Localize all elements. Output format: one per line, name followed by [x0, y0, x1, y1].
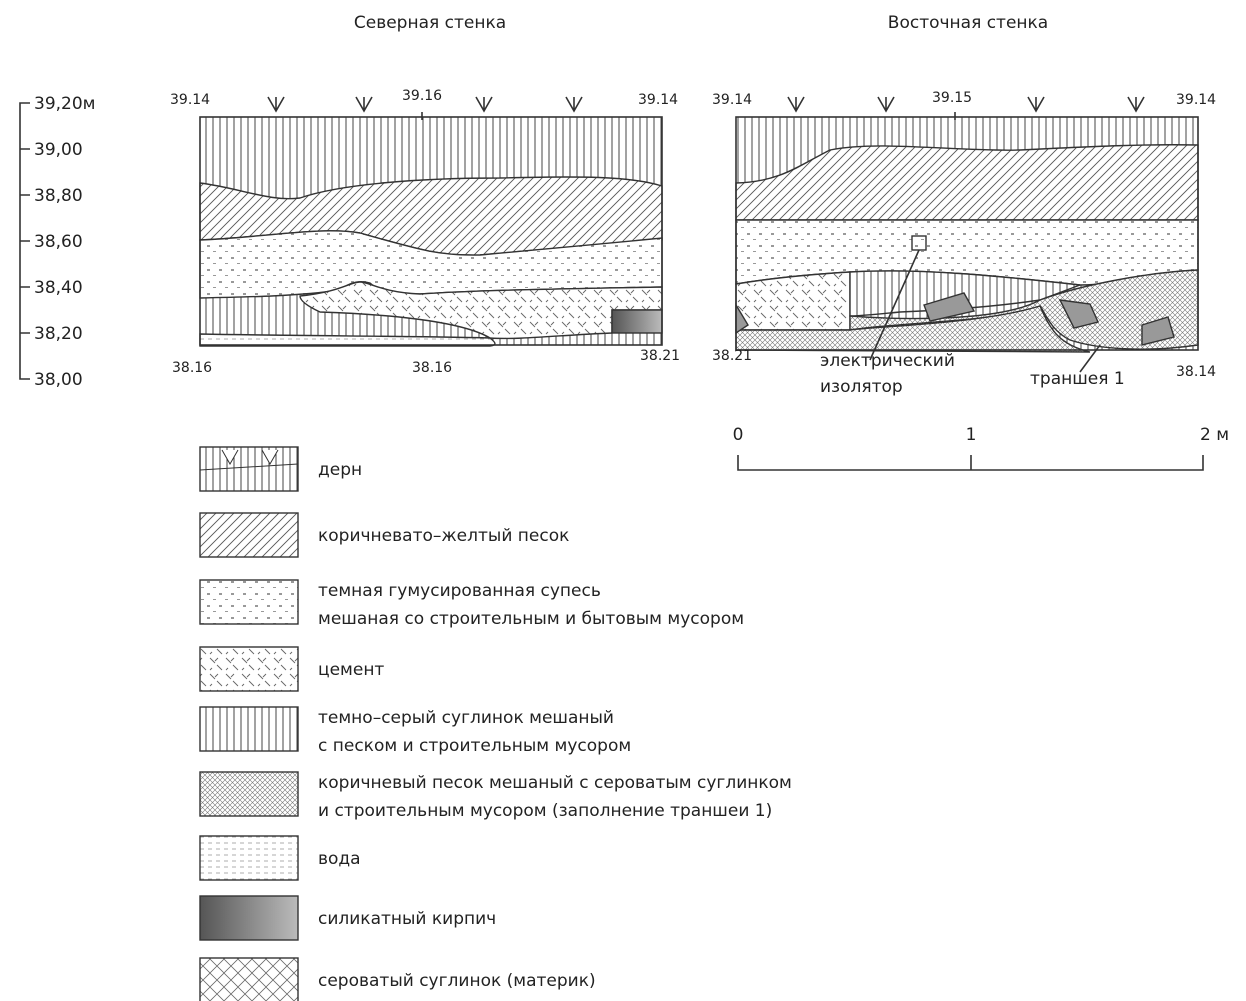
elevation-label: 39.16: [402, 88, 442, 104]
legend-swatch: [199, 646, 299, 692]
elevation-tick-label: 38,40: [34, 278, 83, 298]
legend-label: силикатный кирпич: [318, 909, 496, 929]
legend-swatch: [199, 771, 299, 817]
annotation: электрический: [820, 351, 955, 371]
elevation-label: 38.21: [712, 348, 752, 364]
legend-label: дерн: [318, 460, 362, 480]
elevation-tick-label: 38,80: [34, 186, 83, 206]
sod-symbol: [199, 449, 299, 471]
legend-label: вода: [318, 849, 361, 869]
legend-label: темно–серый суглинок мешаный: [318, 708, 614, 728]
legend-swatch: [199, 835, 299, 881]
north-section: [199, 96, 663, 347]
legend-swatch: [199, 706, 299, 752]
legend-swatch: [199, 579, 299, 625]
legend-label: мешаная со строительным и бытовым мусоро…: [318, 609, 744, 629]
section-title: Северная стенка: [354, 13, 506, 33]
legend-swatch: [199, 957, 299, 1001]
legend-label: и строительным мусором (заполнение транш…: [318, 801, 772, 821]
legend-swatch: [199, 895, 299, 941]
elevation-label: 38.21: [640, 348, 680, 364]
legend-label: сероватый суглинок (материк): [318, 971, 596, 991]
elevation-label: 39.14: [712, 92, 752, 108]
elevation-label: 38.14: [1176, 364, 1216, 380]
elevation-label: 38.16: [412, 360, 452, 376]
legend-label: темная гумусированная супесь: [318, 581, 601, 601]
legend-label: цемент: [318, 660, 384, 680]
annotation: траншея 1: [1030, 369, 1125, 389]
legend-swatch: [199, 446, 299, 492]
elevation-tick-label: 39,00: [34, 140, 83, 160]
scale-label: 1: [966, 425, 977, 445]
elevation-tick-label: 39,20м: [34, 94, 96, 114]
legend: дерн коричневато–желтый песок темная гумус…: [199, 446, 792, 1001]
annotation: изолятор: [820, 377, 903, 397]
elevation-tick-label: 38,60: [34, 232, 83, 252]
east-section: [735, 96, 1199, 373]
legend-swatch: [199, 512, 299, 558]
scale-label: 2 м: [1200, 425, 1229, 445]
scale-label: 0: [733, 425, 744, 445]
legend-label: коричневато–желтый песок: [318, 526, 569, 546]
scale-bar: [737, 455, 1204, 471]
elevation-label: 38.16: [172, 360, 212, 376]
elevation-tick-label: 38,20: [34, 324, 83, 344]
legend-label: коричневый песок мешаный с сероватым суг…: [318, 773, 792, 793]
elevation-label: 39.14: [170, 92, 210, 108]
section-title: Восточная стенка: [888, 13, 1048, 33]
elevation-label: 39.14: [1176, 92, 1216, 108]
elevation-label: 39.15: [932, 90, 972, 106]
elevation-label: 39.14: [638, 92, 678, 108]
elevation-tick-label: 38,00: [34, 370, 83, 390]
elevation-scale: [19, 102, 30, 380]
legend-label: с песком и строительным мусором: [318, 736, 631, 756]
